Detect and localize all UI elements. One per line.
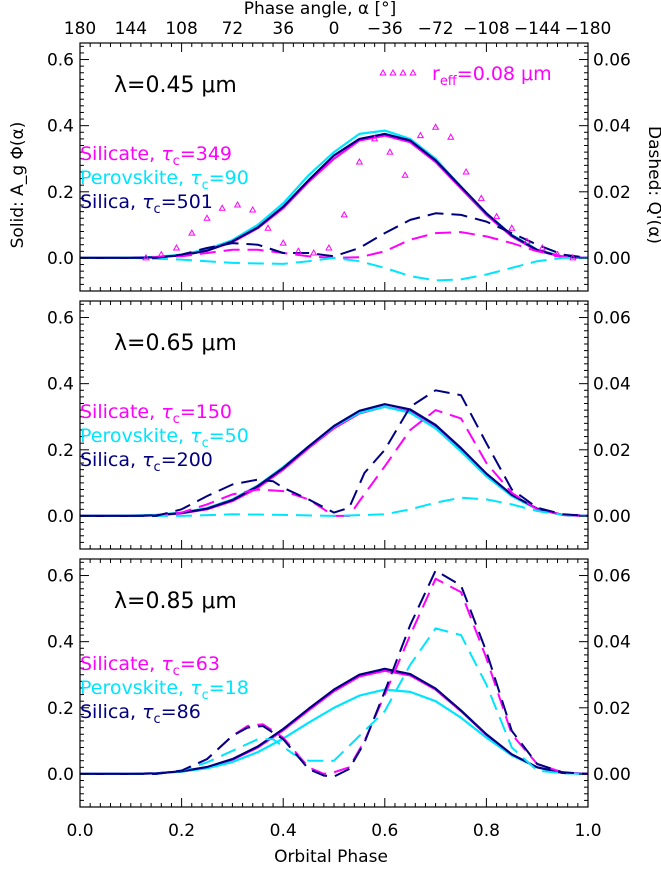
triangle-point: [235, 202, 241, 207]
wavelength-label: λ=0.45 μm: [114, 73, 237, 98]
right-tick-label: 0.06: [593, 567, 631, 587]
wavelength-label: λ=0.85 μm: [114, 589, 237, 614]
left-tick-label: 0.2: [47, 183, 74, 203]
right-y-axis-label: Dashed: Q'(α): [644, 126, 661, 244]
top-tick-label: 72: [222, 19, 244, 39]
triangle-point: [479, 195, 485, 200]
series-perovskite-dashed: [80, 258, 588, 281]
triangle-point: [250, 207, 256, 212]
panel-3: 0.0 0.2 0.4 0.6 0.00 0.02 0.04 0.06 λ=0.85 μm Sil…: [47, 559, 631, 807]
left-tick-label: 0.0: [47, 507, 74, 527]
right-tick-label: 0.04: [593, 633, 631, 653]
legend-silica: Silica, τc=200: [80, 449, 213, 475]
right-tick-label: 0.02: [593, 183, 631, 203]
legend-silica: Silica, τc=501: [80, 191, 213, 217]
right-tick-label: 0.04: [593, 375, 631, 395]
right-tick-label: 0.02: [593, 441, 631, 461]
right-tick-label: 0.00: [593, 507, 631, 527]
top-axis-label: Phase angle, α [°]: [244, 0, 397, 19]
legend-triangle: [380, 70, 386, 75]
right-tick-label: 0.06: [593, 309, 631, 329]
top-tick-label: 144: [115, 19, 147, 39]
left-tick-label: 0.4: [47, 633, 74, 653]
triangle-point: [402, 172, 408, 177]
top-tick-label: −144: [514, 19, 561, 39]
right-tick-label: 0.00: [593, 249, 631, 269]
x-axis-label: Orbital Phase: [274, 847, 388, 867]
triangle-point: [280, 240, 286, 245]
legend-triangle: [400, 70, 406, 75]
legend-silicate: Silicate, τc=150: [80, 401, 232, 427]
triangle-point: [341, 212, 347, 217]
triangle-point: [494, 214, 500, 219]
left-tick-label: 0.6: [47, 51, 74, 71]
x-tick-label: 0.2: [168, 821, 195, 841]
left-tick-label: 0.6: [47, 567, 74, 587]
triangle-point: [265, 225, 271, 230]
triangle-point: [418, 133, 424, 138]
right-tick-label: 0.06: [593, 51, 631, 71]
x-tick-label: 0.8: [473, 821, 500, 841]
right-tick-label: 0.02: [593, 699, 631, 719]
legend-perovskite: Perovskite, τc=50: [80, 425, 249, 451]
panels: 0.00.20.40.60.000.020.040.06λ=0.45 μmSil…: [47, 19, 631, 841]
wavelength-label: λ=0.65 μm: [114, 331, 237, 356]
triangle-point: [219, 205, 225, 210]
top-tick-label: −108: [463, 19, 510, 39]
triangle-point: [387, 149, 393, 154]
left-tick-label: 0.0: [47, 765, 74, 785]
x-tick-label: 0.4: [270, 821, 297, 841]
left-tick-label: 0.0: [47, 249, 74, 269]
top-tick-label: 108: [165, 19, 197, 39]
top-tick-label: 180: [64, 19, 96, 39]
left-tick-label: 0.4: [47, 375, 74, 395]
left-tick-label: 0.4: [47, 117, 74, 137]
x-tick-label: 1.0: [574, 821, 601, 841]
top-tick-label: 0: [329, 19, 340, 39]
legend-perovskite: Perovskite, τc=18: [80, 677, 249, 703]
series-perovskite-dashed: [80, 628, 588, 774]
top-tick-label: −72: [418, 19, 454, 39]
triangle-point: [174, 245, 180, 250]
triangle-point: [509, 225, 515, 230]
triangle-point: [311, 250, 317, 255]
x-tick-label: 0.0: [66, 821, 93, 841]
right-tick-label: 0.00: [593, 765, 631, 785]
triangle-point: [448, 134, 454, 139]
legend-triangle: [390, 70, 396, 75]
triangle-point: [326, 245, 332, 250]
legend-triangle: [410, 70, 416, 75]
right-tick-label: 0.04: [593, 117, 631, 137]
legend-silicate: Silicate, τc=349: [80, 143, 232, 169]
left-tick-label: 0.2: [47, 441, 74, 461]
triangle-point: [204, 215, 210, 220]
left-y-axis-label: Solid: A_g Φ(α): [8, 122, 28, 249]
top-tick-label: 36: [272, 19, 294, 39]
left-tick-label: 0.2: [47, 699, 74, 719]
panel-1: 0.0 0.2 0.4 0.6 0.00 0.02 0.04 0.06 λ=0.45 μm Sil…: [47, 43, 631, 291]
x-tick-label: 0.6: [371, 821, 398, 841]
triangle-point: [463, 169, 469, 174]
left-tick-label: 0.6: [47, 309, 74, 329]
triangle-point: [189, 230, 195, 235]
legend-reff-label: reff=0.08 μm: [432, 63, 552, 89]
top-tick-label: −180: [565, 19, 612, 39]
legend-reff: reff=0.08 μm: [380, 63, 551, 89]
triangle-point: [357, 159, 363, 164]
triangle-point: [433, 124, 439, 129]
legend-silicate: Silicate, τc=63: [80, 653, 220, 679]
legend-silica: Silica, τc=86: [80, 701, 201, 727]
panel-2: 0.0 0.2 0.4 0.6 0.00 0.02 0.04 0.06 λ=0.65 μm Sil…: [47, 301, 631, 549]
legend-perovskite: Perovskite, τc=90: [80, 167, 249, 193]
top-tick-label: −36: [367, 19, 403, 39]
